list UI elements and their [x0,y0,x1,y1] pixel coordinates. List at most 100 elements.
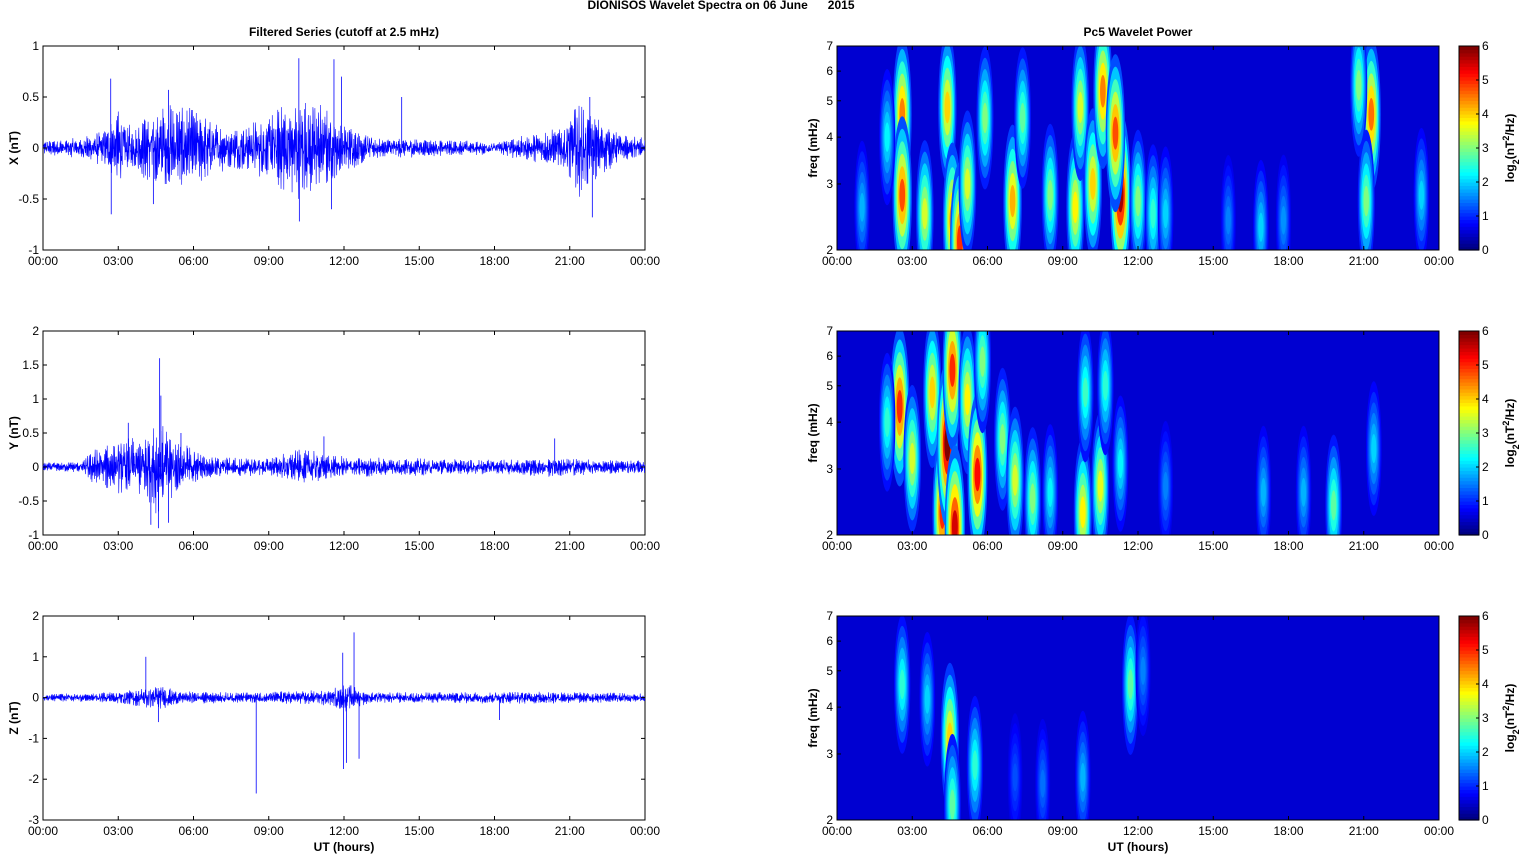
colorbar-step [1459,484,1479,488]
x-tick-label: 03:00 [103,254,133,268]
colorbar-step [1459,226,1479,231]
colorbar-step [1459,378,1479,383]
colorbar-tick-label: 1 [1482,494,1489,508]
x-tick-label: 06:00 [178,254,208,268]
colorbar-step [1459,646,1479,651]
x-tick-label: 12:00 [1123,254,1153,268]
panels: -1 -0.5 0 0.5 1 00:00 03:00 06:00 09:00 12:00 15:0… [7,39,1521,838]
y-tick-label: -2 [28,772,39,786]
colorbar-step [1459,236,1479,241]
colorbar-tick-label: 2 [1482,460,1489,474]
colorbar-step [1459,670,1479,675]
x-tick-label: 18:00 [479,539,509,553]
colorbar-step [1459,114,1479,118]
colorbar-label-part: /Hz) [1503,684,1517,706]
wavelet-blob [909,442,915,475]
colorbar-step [1459,528,1479,533]
wavelet-blob [1100,75,1106,108]
x-tick-label: 21:00 [1349,539,1379,553]
x-tick-label: 21:00 [555,824,585,838]
colorbar-step [1459,636,1479,641]
colorbar-step [1459,361,1479,366]
colorbar-tick-label: 6 [1482,324,1489,338]
x-tick-label: 12:00 [1123,539,1153,553]
colorbar-step [1459,507,1479,512]
x-tick-label: 00:00 [822,824,852,838]
x-tick-label: 09:00 [254,254,284,268]
y-tick-label: 4 [826,415,833,429]
colorbar-step [1459,212,1479,217]
colorbar-step [1459,619,1479,624]
wavelet-blob [1258,212,1264,242]
colorbar-step [1459,738,1479,743]
colorbar-step [1459,382,1479,386]
x-tick-label: 00:00 [1424,254,1454,268]
x-tick-label: 12:00 [1123,824,1153,838]
colorbar-label-part: (nT [1503,710,1517,729]
wavelet-blob [1331,490,1337,521]
colorbar-step [1459,100,1479,105]
colorbar-step [1459,337,1479,342]
wavelet-blob [951,510,958,535]
y-tick-label: -3 [28,813,39,827]
wavelet-blob [1140,656,1146,685]
colorbar-step [1459,477,1479,482]
y-tick-label: 2 [32,609,39,623]
colorbar-step [1459,365,1479,369]
y-tick-label: 1.5 [22,358,39,372]
colorbar-step [1459,453,1479,458]
wavelet-blob [1009,185,1016,218]
colorbar-step [1459,762,1479,767]
x-tick-label: 18:00 [1273,254,1303,268]
colorbar-step [1459,460,1479,465]
wavelet-blob [949,353,956,387]
y-tick-label: 7 [826,324,833,338]
colorbar-step [1459,724,1479,729]
x-tick-label: 21:00 [555,254,585,268]
wavelet-blob [1363,185,1369,217]
x-tick-label: 18:00 [479,254,509,268]
wavelet-blob [922,198,928,230]
y-tick-label: 1 [32,39,39,53]
colorbar-step [1459,344,1479,349]
colorbar-step [1459,182,1479,186]
y-tick-label: 6 [826,634,833,648]
colorbar-step [1459,690,1479,695]
colorbar-step [1459,639,1479,644]
wavelet-blob [1080,496,1086,529]
colorbar-step [1459,782,1479,787]
colorbar-step [1459,246,1479,251]
x-tick-label: 06:00 [972,539,1002,553]
colorbar-step [1459,419,1479,424]
x-tick-label: 21:00 [1349,254,1379,268]
colorbar-step [1459,49,1479,54]
x-tick-label: 15:00 [1198,824,1228,838]
x-tick-label: 00:00 [630,824,660,838]
wavelet-blob [1356,70,1362,101]
figure-title: DIONISOS Wavelet Spectra on 06 June 2015 [588,0,855,12]
colorbar-label-part: /Hz) [1503,114,1517,136]
colorbar-step [1459,131,1479,135]
wavelet-blobs [879,331,1382,535]
y-tick-label: 2 [826,243,833,257]
colorbar-step [1459,816,1479,821]
colorbar-step [1459,69,1479,74]
colorbar-step [1459,52,1479,57]
y-tick-label: 0 [32,141,39,155]
colorbar-step [1459,175,1479,180]
y-tick-label: -1 [28,243,39,257]
colorbar-label: log2(nT2/Hz) [1501,684,1521,753]
colorbar-step [1459,233,1479,237]
colorbar-label-part: (nT [1503,140,1517,159]
wavelet-blob [999,424,1006,455]
wavelet-blob [896,389,903,424]
colorbar-step [1459,83,1479,88]
colorbar-step [1459,501,1479,505]
wavelet-blob [979,346,986,377]
colorbar-step [1459,745,1479,750]
colorbar-step [1459,137,1479,142]
colorbar-tick-label: 4 [1482,107,1489,121]
y-axis-label: X (nT) [7,131,21,165]
colorbar-step [1459,168,1479,173]
